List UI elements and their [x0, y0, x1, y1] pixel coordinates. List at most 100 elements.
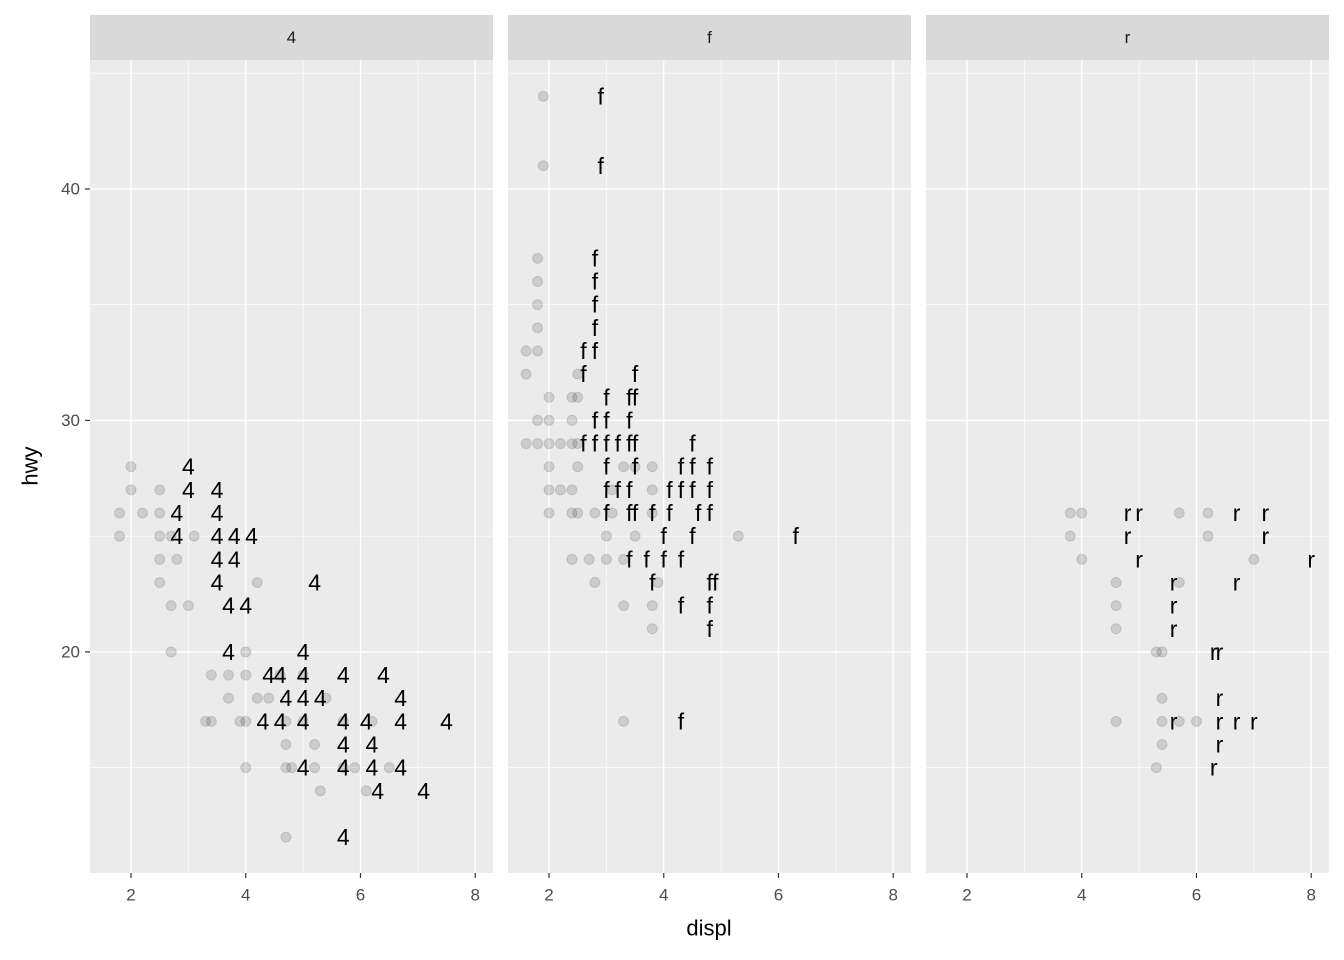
point-label: 4 — [377, 662, 390, 688]
y-tick-label: 20 — [61, 642, 80, 661]
point — [234, 715, 246, 727]
point-label: f — [706, 616, 713, 642]
point — [600, 530, 612, 542]
x-tick-label: 6 — [774, 886, 783, 905]
point-label: r — [1124, 523, 1132, 549]
point — [1156, 646, 1168, 658]
strip-label: r — [1125, 28, 1131, 47]
point — [337, 715, 349, 727]
point-label: r — [1307, 546, 1315, 572]
point — [360, 785, 372, 797]
point — [589, 507, 601, 519]
point-label: 4 — [337, 732, 350, 758]
point-label: 4 — [280, 685, 293, 711]
point — [1150, 762, 1162, 774]
point-label: f — [592, 269, 599, 295]
point-label: f — [603, 477, 610, 503]
point — [125, 484, 137, 496]
point — [205, 715, 217, 727]
point-label: 4 — [222, 593, 235, 619]
point — [114, 530, 126, 542]
point — [154, 530, 166, 542]
point-label: f — [643, 546, 650, 572]
point — [154, 553, 166, 565]
point-label: f — [649, 500, 656, 526]
point-label: 4 — [171, 500, 184, 526]
point-label: f — [626, 384, 633, 410]
point — [532, 299, 544, 311]
point-label: f — [597, 83, 604, 109]
point-label: 4 — [222, 639, 235, 665]
point-label: f — [689, 477, 696, 503]
point — [314, 785, 326, 797]
point — [618, 715, 630, 727]
panel — [926, 60, 1329, 873]
point-label: 4 — [360, 708, 373, 734]
point — [1110, 600, 1122, 612]
point — [520, 438, 532, 450]
point — [1202, 507, 1214, 519]
point — [263, 692, 275, 704]
point-label: 4 — [440, 708, 453, 734]
point — [606, 507, 618, 519]
point — [618, 553, 630, 565]
point-label: r — [1216, 732, 1224, 758]
point — [732, 530, 744, 542]
point — [240, 762, 252, 774]
x-tick-label: 2 — [962, 886, 971, 905]
point — [1076, 553, 1088, 565]
point-label: 4 — [337, 824, 350, 850]
point — [520, 368, 532, 380]
point — [1156, 715, 1168, 727]
point-label: r — [1233, 500, 1241, 526]
point — [280, 715, 292, 727]
y-tick-label: 30 — [61, 411, 80, 430]
point — [286, 762, 298, 774]
point-label: f — [603, 384, 610, 410]
x-tick-label: 8 — [888, 886, 897, 905]
point-label: f — [632, 361, 639, 387]
point — [240, 669, 252, 681]
point-label: 4 — [211, 546, 224, 572]
point — [537, 160, 549, 172]
x-axis-title: displ — [686, 916, 731, 941]
point-label: f — [592, 315, 599, 341]
point — [532, 345, 544, 357]
point — [320, 692, 332, 704]
point-label: 4 — [245, 523, 258, 549]
point-label: f — [678, 708, 685, 734]
point-label: r — [1170, 593, 1178, 619]
point-label: 4 — [171, 523, 184, 549]
point — [223, 669, 235, 681]
point — [646, 507, 658, 519]
point — [1190, 715, 1202, 727]
x-tick-label: 4 — [1077, 886, 1086, 905]
point — [606, 484, 618, 496]
point — [652, 576, 664, 588]
point — [543, 461, 555, 473]
point-label: f — [632, 431, 639, 457]
point-label: f — [706, 593, 713, 619]
point-label: f — [603, 454, 610, 480]
point-label: f — [678, 546, 685, 572]
point-label: 4 — [211, 500, 224, 526]
point — [337, 762, 349, 774]
point — [297, 715, 309, 727]
point — [572, 461, 584, 473]
strip — [926, 15, 1329, 60]
point-label: 4 — [297, 685, 310, 711]
point — [154, 484, 166, 496]
panel — [90, 60, 493, 873]
point-label: f — [666, 477, 673, 503]
point-label: f — [626, 546, 633, 572]
point — [1173, 576, 1185, 588]
point-label: f — [689, 431, 696, 457]
point-label: 4 — [297, 662, 310, 688]
strip-label: f — [707, 28, 712, 47]
x-tick-label: 6 — [356, 886, 365, 905]
point — [1064, 507, 1076, 519]
point-label: r — [1124, 500, 1132, 526]
point-label: r — [1135, 546, 1143, 572]
point-label: f — [712, 569, 719, 595]
point — [240, 646, 252, 658]
